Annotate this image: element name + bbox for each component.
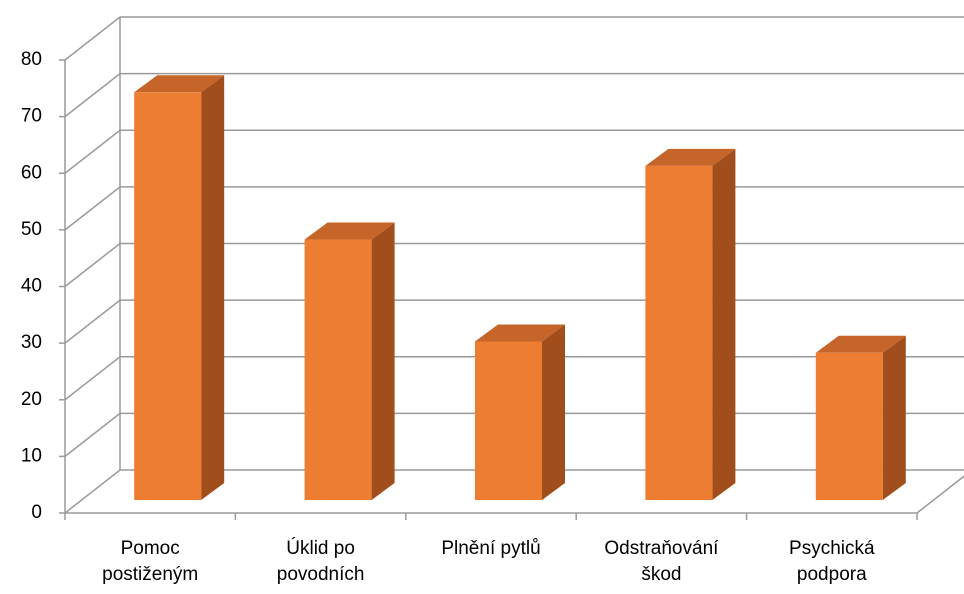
grid-line	[64, 16, 964, 61]
bar-side	[542, 324, 565, 500]
bar-top	[134, 75, 225, 93]
bar	[134, 92, 202, 501]
bar-side	[712, 148, 736, 500]
bar-top	[645, 148, 736, 166]
y-tick-label: 20	[21, 389, 42, 410]
bar-top	[815, 335, 906, 353]
y-tick-label: 10	[21, 445, 42, 466]
x-tick-label: Pomoc postiženým	[102, 538, 199, 585]
bar-top	[475, 324, 565, 342]
y-tick-label: 60	[21, 162, 42, 183]
bar	[645, 165, 713, 500]
y-tick-label: 80	[21, 49, 42, 70]
y-tick-label: 0	[31, 502, 42, 523]
bar-side	[201, 75, 225, 501]
bar	[815, 352, 883, 500]
bar-side	[371, 222, 395, 500]
bar-top	[304, 222, 395, 240]
bar	[475, 341, 542, 500]
x-tick-label: Úklid po povodních	[276, 538, 365, 585]
x-tick-label: Odstraňování škod	[604, 538, 719, 585]
y-tick-label: 40	[21, 276, 42, 297]
x-tick-label: Plnění pytlů	[441, 538, 541, 559]
bar	[304, 239, 372, 500]
y-tick-label: 70	[21, 106, 42, 127]
x-tick-label: Psychická podpora	[789, 538, 875, 585]
y-tick-label: 30	[21, 332, 42, 353]
y-tick-label: 50	[21, 219, 42, 240]
bar-side	[882, 335, 906, 500]
